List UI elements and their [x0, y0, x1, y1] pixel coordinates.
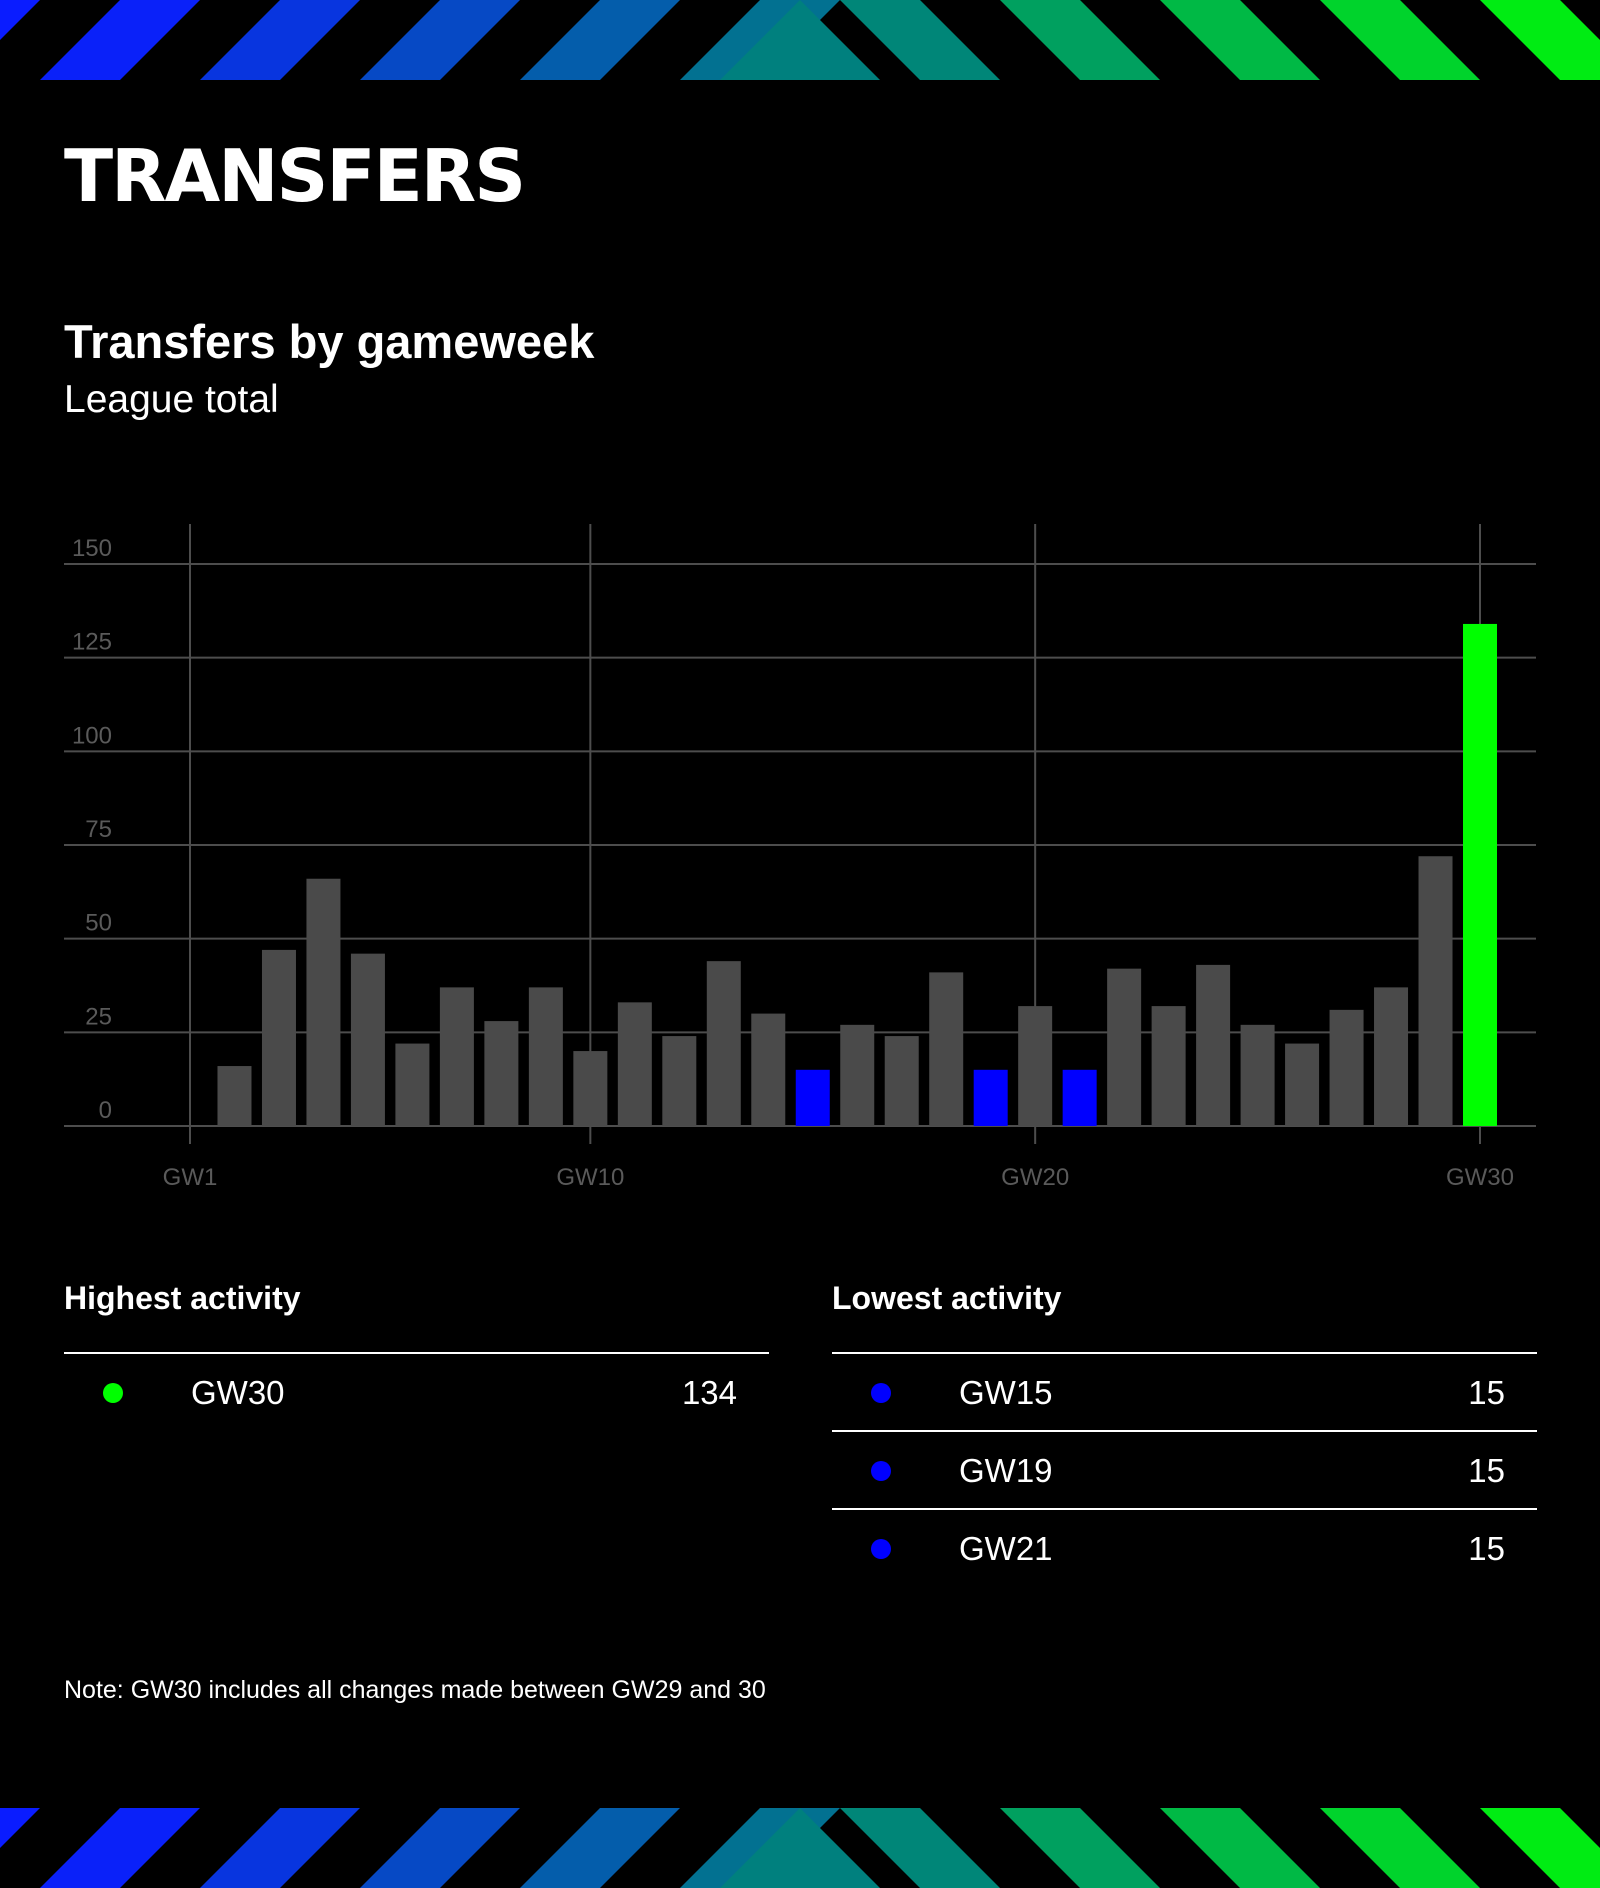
- stripe: [1320, 1808, 1480, 1888]
- bar-gw23: [1151, 1006, 1186, 1126]
- row-value: 15: [1468, 1452, 1505, 1489]
- bar-gw16: [840, 1024, 875, 1126]
- bar-gw22: [1107, 968, 1142, 1126]
- stripe: [520, 0, 680, 80]
- x-tick-label: GW1: [163, 1164, 218, 1191]
- lowest-activity-row: GW21 15: [832, 1508, 1537, 1586]
- blue-dot-icon: [871, 1383, 891, 1403]
- stripe: [840, 0, 1000, 80]
- stripe: [1320, 0, 1480, 80]
- x-tick-label: GW30: [1446, 1164, 1514, 1191]
- bar-gw7: [439, 987, 474, 1126]
- row-gameweek: GW21: [959, 1530, 1053, 1567]
- blue-dot-icon: [871, 1539, 891, 1559]
- bar-gw8: [484, 1021, 519, 1126]
- stripe: [40, 1808, 200, 1888]
- bar-gw17: [884, 1036, 919, 1126]
- bar-gw10: [573, 1051, 608, 1126]
- bar-gw11: [617, 1002, 652, 1126]
- y-tick-label: 0: [99, 1097, 112, 1124]
- chart-title: Transfers by gameweek: [64, 315, 595, 368]
- row-gameweek: GW19: [959, 1452, 1053, 1489]
- y-tick-label: 25: [85, 1003, 112, 1030]
- bar-chart: 0 25 50 75 100 125 150 GW1 GW10 GW20 GW30: [64, 524, 1536, 1191]
- bar-gw12: [662, 1036, 697, 1126]
- footnote: Note: GW30 includes all changes made bet…: [64, 1676, 766, 1704]
- stripe: [0, 0, 40, 40]
- bar-gw24: [1196, 964, 1231, 1126]
- stripe: [0, 1808, 40, 1848]
- row-value: 134: [681, 1374, 737, 1411]
- highest-activity-row: GW30 134: [64, 1352, 769, 1430]
- lowest-activity-heading: Lowest activity: [832, 1280, 1062, 1316]
- bar-gw21: [1062, 1069, 1097, 1126]
- stripe: [200, 0, 360, 80]
- bar-gw2: [217, 1066, 252, 1126]
- bar-gw29: [1418, 856, 1453, 1126]
- decorative-stripes-bottom: [0, 1808, 1600, 1888]
- blue-dot-icon: [871, 1461, 891, 1481]
- highest-activity-panel: Highest activity GW30 134: [64, 1282, 769, 1430]
- bar-gw19: [973, 1069, 1008, 1126]
- bar-gw25: [1240, 1024, 1275, 1126]
- bar-gw9: [528, 987, 563, 1126]
- x-tick-label: GW20: [1001, 1164, 1069, 1191]
- bar-gw30: [1463, 623, 1497, 1126]
- row-gameweek: GW15: [959, 1374, 1053, 1411]
- y-tick-label: 75: [85, 816, 112, 843]
- lowest-activity-panel: Lowest activity GW15 15 GW19 15 GW21 15: [832, 1282, 1537, 1586]
- highest-activity-heading: Highest activity: [64, 1280, 301, 1316]
- lowest-activity-row: GW15 15: [832, 1352, 1537, 1430]
- y-tick-label: 100: [72, 722, 112, 749]
- stripe: [1160, 0, 1320, 80]
- page-title: TRANSFERS: [64, 134, 526, 218]
- x-tick-label: GW10: [556, 1164, 624, 1191]
- stripe: [40, 0, 200, 80]
- bar-gw27: [1329, 1009, 1364, 1126]
- bar-gw26: [1285, 1043, 1320, 1126]
- bar-gw20: [1018, 1006, 1053, 1126]
- row-value: 15: [1468, 1530, 1505, 1567]
- row-gameweek: GW30: [191, 1374, 285, 1411]
- stripe: [360, 0, 520, 80]
- chart-subtitle: League total: [64, 378, 279, 421]
- bar-gw18: [929, 972, 964, 1126]
- bar-gw4: [306, 878, 341, 1126]
- stripe: [360, 1808, 520, 1888]
- bar-gw14: [751, 1013, 786, 1126]
- y-tick-label: 50: [85, 910, 112, 937]
- bar-gw3: [261, 949, 296, 1126]
- y-tick-label: 125: [72, 629, 112, 656]
- stripe: [1160, 1808, 1320, 1888]
- row-value: 15: [1468, 1374, 1505, 1411]
- bar-gw13: [706, 961, 741, 1126]
- stripe-triangle: [720, 1808, 880, 1888]
- bar-gw6: [395, 1043, 430, 1126]
- bar-gw28: [1374, 987, 1409, 1126]
- stripe: [1480, 0, 1600, 80]
- stripe: [1480, 1808, 1600, 1888]
- stripe: [200, 1808, 360, 1888]
- y-tick-label: 150: [72, 535, 112, 562]
- lowest-activity-row: GW19 15: [832, 1430, 1537, 1508]
- decorative-stripes-top: [0, 0, 1600, 80]
- stripe: [840, 1808, 1000, 1888]
- bar-gw15: [795, 1069, 830, 1126]
- stripe-triangle: [720, 0, 880, 80]
- stripe: [520, 1808, 680, 1888]
- stripe: [1000, 0, 1160, 80]
- green-dot-icon: [103, 1383, 123, 1403]
- bar-gw5: [350, 953, 385, 1126]
- stripe: [1000, 1808, 1160, 1888]
